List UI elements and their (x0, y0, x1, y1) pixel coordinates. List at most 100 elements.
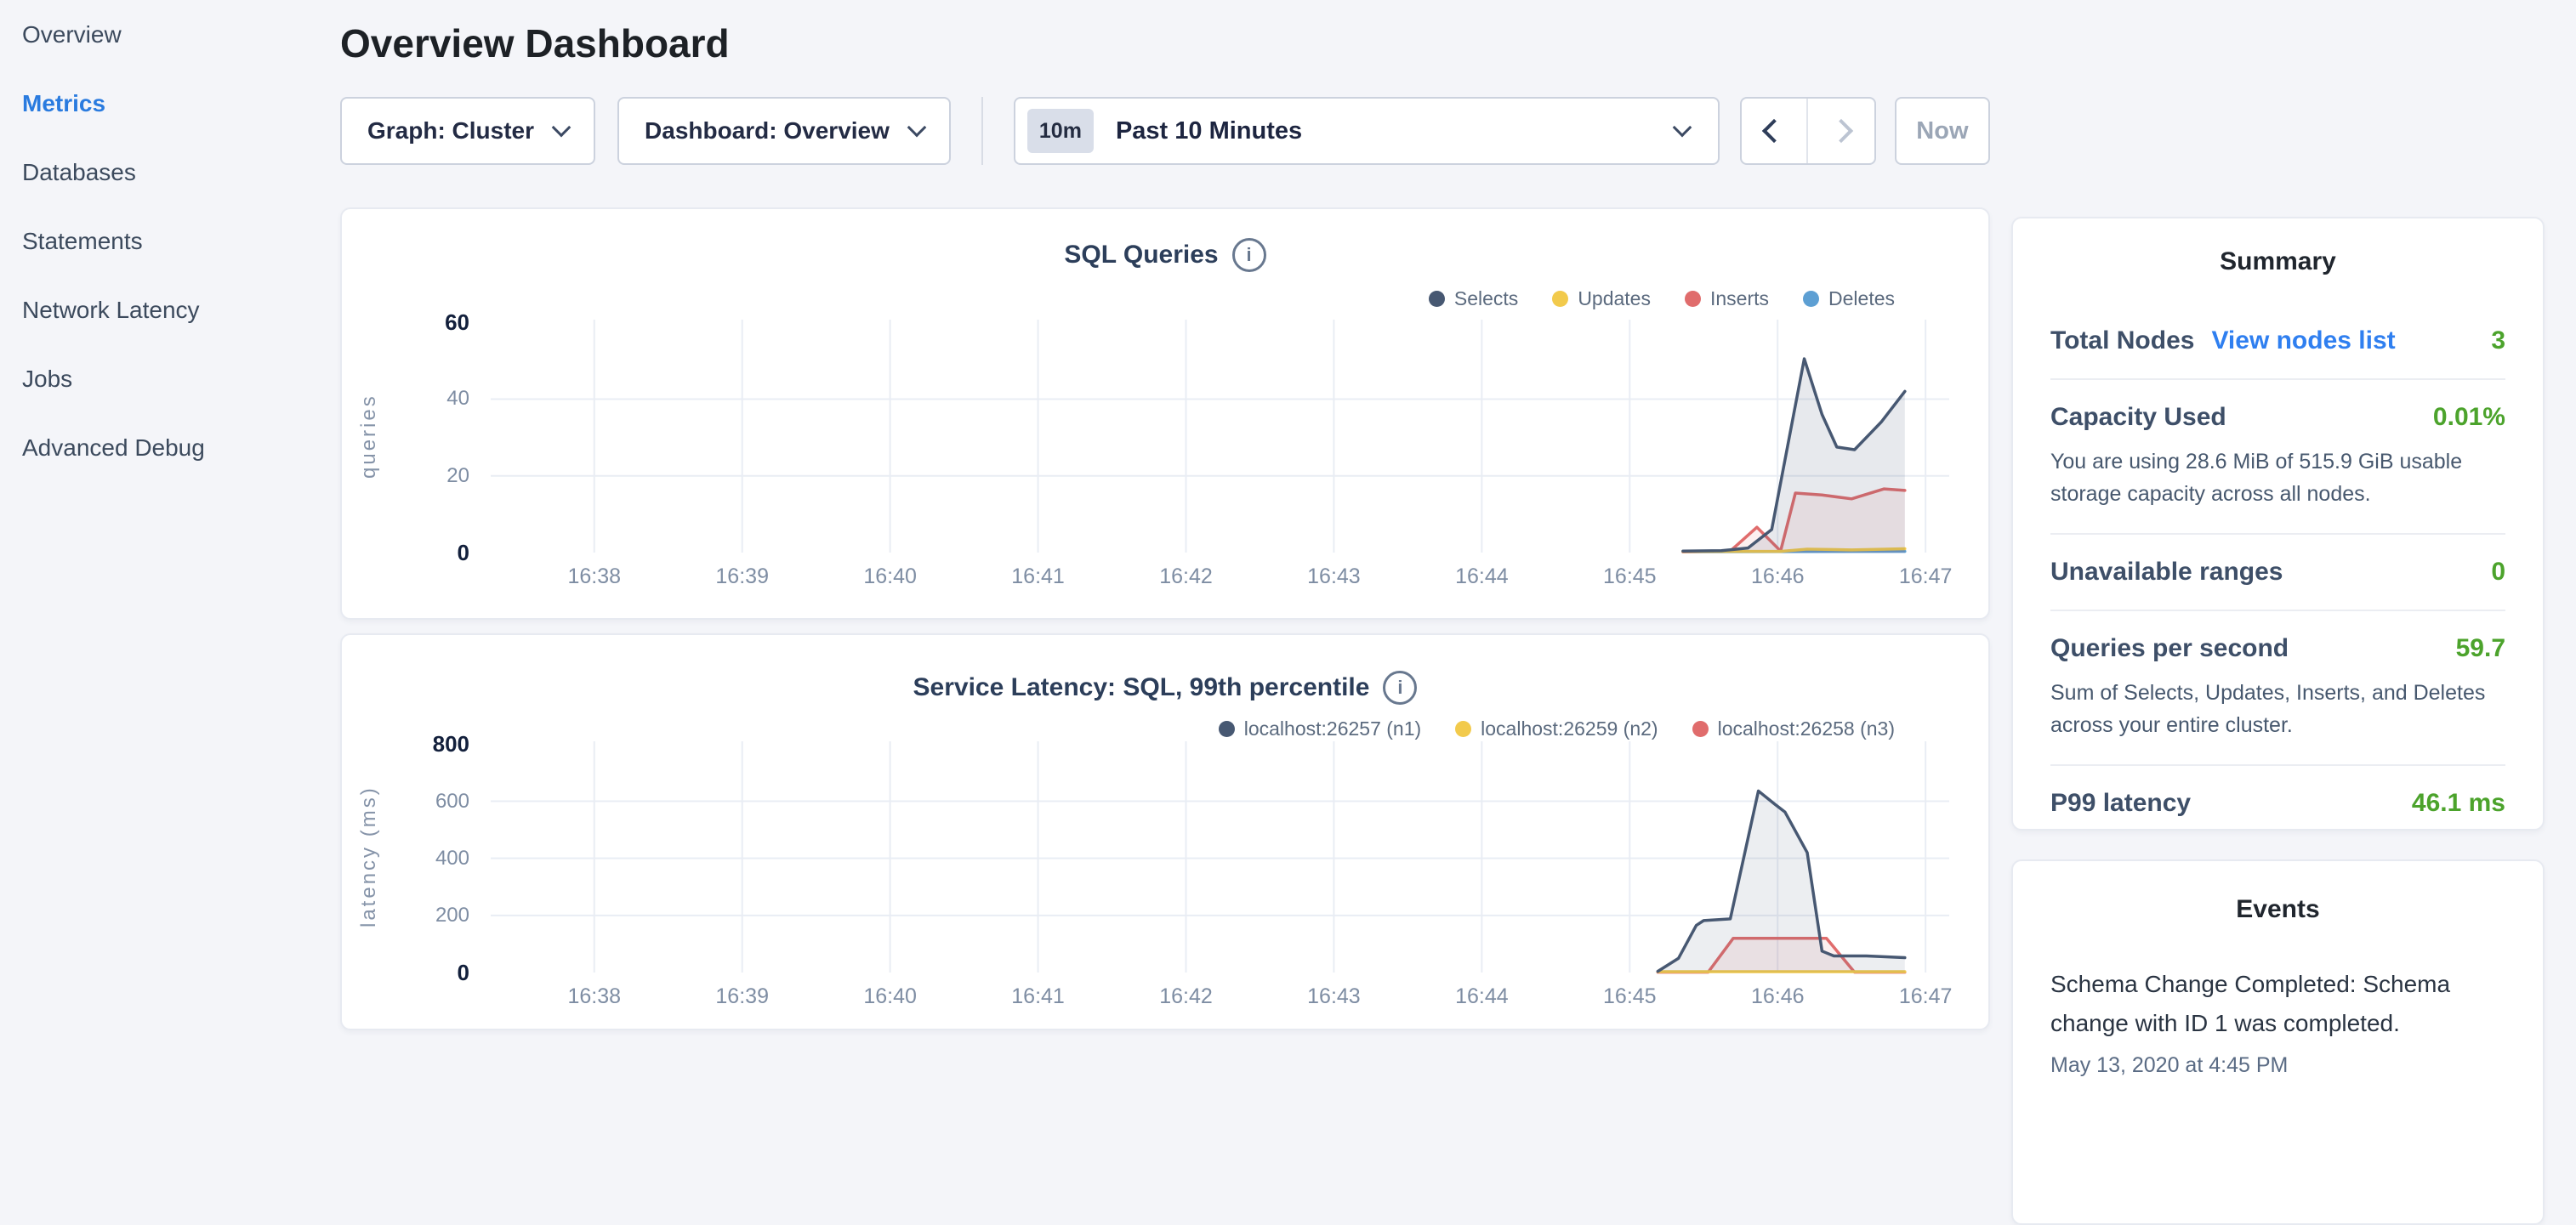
x-axis-tick: 16:44 (1430, 984, 1533, 1009)
summary-label: Capacity Used (2050, 403, 2226, 432)
chevron-right-icon (1829, 119, 1853, 143)
legend-dot-icon (1429, 291, 1445, 307)
controls-divider (981, 97, 983, 165)
legend-dot-icon (1685, 291, 1701, 307)
time-range-dropdown[interactable]: 10m Past 10 Minutes (1014, 97, 1720, 165)
time-next-button[interactable] (1808, 99, 1874, 163)
plot-area: latency (ms) 0200400600800 16:3816:3916:… (491, 741, 1949, 973)
x-axis-tick: 16:41 (987, 984, 1089, 1009)
sidebar-item-advanced-debug[interactable]: Advanced Debug (0, 413, 340, 482)
summary-label: P99 latency (2050, 789, 2191, 818)
service-latency-chart-card: Service Latency: SQL, 99th percentile i … (340, 633, 1990, 1030)
legend-dot-icon (1803, 291, 1819, 307)
summary-label: Total Nodes (2050, 326, 2194, 355)
x-axis-tick: 16:38 (543, 564, 645, 589)
x-axis-tick: 16:42 (1134, 984, 1237, 1009)
summary-title: Summary (2050, 218, 2505, 276)
x-axis-tick: 16:46 (1726, 564, 1828, 589)
series-area (1683, 359, 1905, 553)
dashboard-label: Dashboard: Overview (645, 117, 890, 145)
info-icon[interactable]: i (1232, 238, 1266, 272)
time-range-badge: 10m (1027, 109, 1094, 153)
event-timestamp: May 13, 2020 at 4:45 PM (2050, 1053, 2505, 1078)
time-range-label: Past 10 Minutes (1116, 117, 1302, 145)
sql-queries-plot[interactable] (491, 320, 1949, 553)
sidebar-item-databases[interactable]: Databases (0, 138, 340, 207)
x-axis: 16:3816:3916:4016:4116:4216:4316:4416:45… (491, 553, 1949, 590)
chevron-down-icon (907, 118, 927, 138)
sql-queries-chart-card: SQL Queries i Selects Updates Inserts Delet… (340, 207, 1990, 620)
legend-label: localhost:26257 (n1) (1244, 717, 1421, 740)
legend-item[interactable]: Selects (1429, 287, 1518, 310)
x-axis-tick: 16:43 (1282, 564, 1385, 589)
y-axis-tick: 20 (363, 463, 469, 489)
dashboard-dropdown[interactable]: Dashboard: Overview (617, 97, 951, 165)
chart-title-row: SQL Queries i (342, 238, 1988, 272)
x-axis-tick: 16:43 (1282, 984, 1385, 1009)
chart-title: Service Latency: SQL, 99th percentile (913, 673, 1370, 702)
x-axis-tick: 16:45 (1578, 984, 1680, 1009)
summary-rows: Total Nodes View nodes list 3 Capacity U… (2050, 303, 2505, 841)
chevron-down-icon (552, 118, 571, 138)
legend-label: Inserts (1710, 287, 1769, 310)
summary-value: 59.7 (2456, 634, 2505, 663)
events-title: Events (2050, 861, 2505, 924)
summary-description: Sum of Selects, Updates, Inserts, and De… (2050, 677, 2505, 741)
x-axis-tick: 16:47 (1874, 984, 1976, 1009)
right-column: Summary Total Nodes View nodes list 3 Ca… (2011, 217, 2545, 1225)
x-axis: 16:38 16:39 16:40 16:41 16:42 16:43 16:44 16:45… (491, 973, 1949, 1010)
chart-title: SQL Queries (1064, 241, 1218, 269)
x-axis-tick: 16:40 (839, 564, 941, 589)
summary-row-unavailable-ranges: Unavailable ranges 0 (2050, 535, 2505, 611)
legend-label: localhost:26259 (n2) (1481, 717, 1658, 740)
plot-area: queries 0204060 16:3816:3916:4016:4116:4… (491, 320, 1949, 553)
sidebar-item-overview[interactable]: Overview (0, 0, 340, 69)
x-axis-tick: 16:38 (543, 984, 645, 1009)
event-item[interactable]: Schema Change Completed: Schema change w… (2050, 965, 2505, 1078)
legend-label: Updates (1578, 287, 1651, 310)
x-axis-tick: 16:46 (1726, 984, 1828, 1009)
summary-label: Unavailable ranges (2050, 558, 2283, 587)
controls-bar: Graph: Cluster Dashboard: Overview 10m P… (340, 97, 1990, 165)
legend-dot-icon (1219, 721, 1235, 737)
legend-label: localhost:26258 (n3) (1718, 717, 1895, 740)
y-axis-tick: 0 (363, 540, 469, 565)
events-panel: Events Schema Change Completed: Schema c… (2011, 859, 2545, 1225)
summary-row-total-nodes: Total Nodes View nodes list 3 (2050, 303, 2505, 380)
sidebar-item-network-latency[interactable]: Network Latency (0, 275, 340, 344)
sidebar-item-jobs[interactable]: Jobs (0, 344, 340, 413)
view-nodes-list-link[interactable]: View nodes list (2211, 326, 2395, 355)
x-axis-tick: 16:39 (691, 564, 793, 589)
summary-value: 3 (2491, 326, 2505, 355)
x-axis-tick: 16:40 (839, 984, 941, 1009)
summary-panel: Summary Total Nodes View nodes list 3 Ca… (2011, 217, 2545, 831)
chart-title-row: Service Latency: SQL, 99th percentile i (342, 671, 1988, 705)
y-axis-tick: 0 (363, 960, 469, 985)
legend-item[interactable]: localhost:26258 (n3) (1692, 717, 1895, 740)
y-axis-tick: 600 (363, 789, 469, 814)
x-axis-tick: 16:39 (691, 984, 793, 1009)
legend-item[interactable]: Deletes (1803, 287, 1895, 310)
time-prev-button[interactable] (1742, 99, 1808, 163)
graph-scope-label: Graph: Cluster (367, 117, 534, 145)
legend-item[interactable]: localhost:26259 (n2) (1455, 717, 1658, 740)
y-axis-tick: 400 (363, 846, 469, 871)
legend-item[interactable]: Updates (1552, 287, 1651, 310)
x-axis-tick: 16:44 (1430, 564, 1533, 589)
summary-label: Queries per second (2050, 634, 2289, 663)
time-nav-buttons (1740, 97, 1876, 165)
legend-item[interactable]: localhost:26257 (n1) (1219, 717, 1421, 740)
graph-scope-dropdown[interactable]: Graph: Cluster (340, 97, 595, 165)
service-latency-plot[interactable] (491, 741, 1949, 973)
legend-label: Selects (1454, 287, 1518, 310)
legend-dot-icon (1455, 721, 1471, 737)
now-button[interactable]: Now (1895, 97, 1990, 165)
sidebar-list: Overview Metrics Databases Statements Ne… (0, 0, 340, 482)
x-axis-tick: 16:41 (987, 564, 1089, 589)
sidebar-item-statements[interactable]: Statements (0, 207, 340, 275)
legend-item[interactable]: Inserts (1685, 287, 1769, 310)
info-icon[interactable]: i (1383, 671, 1417, 705)
main-content: Overview Dashboard Graph: Cluster Dashbo… (340, 0, 1990, 1030)
sidebar-item-metrics[interactable]: Metrics (0, 69, 340, 138)
chevron-left-icon (1762, 119, 1786, 143)
